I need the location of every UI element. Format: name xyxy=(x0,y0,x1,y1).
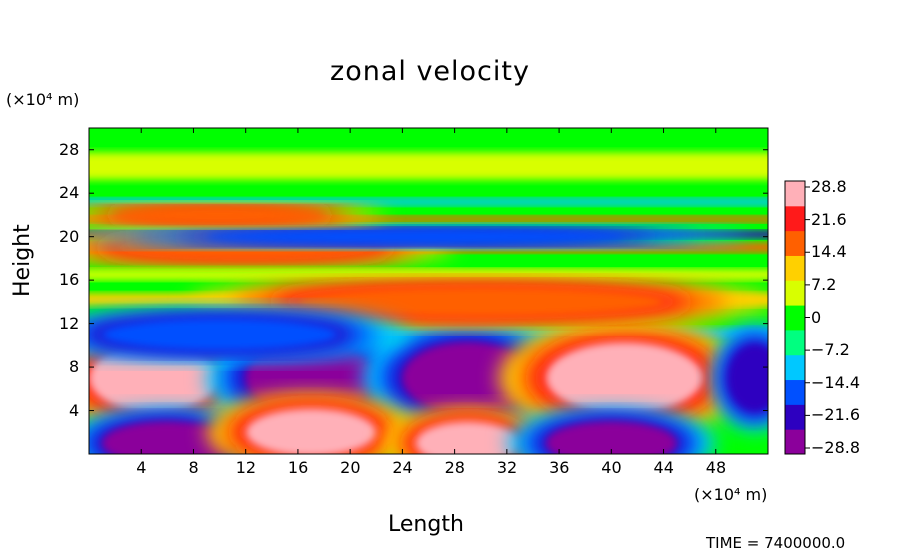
x-tick-label: 28 xyxy=(444,458,465,477)
x-tick-label: 36 xyxy=(549,458,570,477)
x-tick-label: 12 xyxy=(235,458,257,477)
y-tick-label: 28 xyxy=(59,139,80,159)
field-core xyxy=(546,421,677,454)
colorbar-swatch xyxy=(785,354,805,381)
axis-ticks xyxy=(89,128,768,454)
x-tick-label: 16 xyxy=(287,458,309,477)
colorbar-tick-label: 14.4 xyxy=(811,242,847,262)
x-tick-label: 44 xyxy=(653,458,674,477)
colorbar-swatch xyxy=(785,230,805,256)
field-core xyxy=(297,286,664,318)
field-band xyxy=(89,269,768,281)
x-tick-label: 48 xyxy=(705,458,727,477)
colorbar-tick-label: 21.6 xyxy=(811,209,847,229)
x-axis-label: Length xyxy=(388,512,464,537)
field-core xyxy=(245,408,377,454)
x-tick-label: 40 xyxy=(601,458,622,477)
field-core xyxy=(546,342,703,414)
field-core xyxy=(102,318,338,351)
x-axis-unit: (×10⁴ m) xyxy=(694,485,768,504)
colorbar-swatch xyxy=(785,255,805,281)
y-tick-label: 4 xyxy=(69,400,80,420)
colorbar-swatch xyxy=(785,429,805,455)
field-core xyxy=(89,343,220,413)
y-tick-label: 20 xyxy=(59,226,80,246)
velocity-field xyxy=(89,152,768,454)
field-core xyxy=(102,421,233,454)
colorbar-tick-label: −28.8 xyxy=(811,438,861,457)
field-band xyxy=(89,152,768,180)
chart-title: zonal velocity xyxy=(330,56,530,87)
x-tick-label: 32 xyxy=(496,458,518,477)
colorbar-tick-label: 7.2 xyxy=(811,274,837,294)
field-band xyxy=(89,216,768,223)
field-core xyxy=(415,421,520,454)
x-tick-label: 20 xyxy=(340,458,361,477)
colorbar-tick-label: −7.2 xyxy=(811,340,850,360)
colorbar-swatch xyxy=(785,379,805,405)
colorbar-swatch xyxy=(785,305,805,331)
x-tick-label: 8 xyxy=(188,458,199,477)
field-band xyxy=(89,198,768,206)
field-core xyxy=(206,230,625,244)
x-tick-label: 4 xyxy=(136,458,147,477)
colorbar-swatch xyxy=(785,205,805,232)
field-core xyxy=(402,342,533,414)
colorbar-tick-label: 28.8 xyxy=(811,177,847,196)
colorbar-tick-label: −21.6 xyxy=(811,405,861,425)
colorbar-tick-label: 0 xyxy=(811,307,822,327)
y-tick-label: 24 xyxy=(59,183,80,203)
y-tick-label: 16 xyxy=(59,270,80,290)
y-tick-label: 8 xyxy=(69,357,80,377)
colorbar-swatch xyxy=(785,280,805,306)
time-stamp: TIME = 7400000.0 xyxy=(706,534,846,552)
y-axis-unit: (×10⁴ m) xyxy=(6,90,80,109)
x-tick-label: 24 xyxy=(392,458,413,477)
field-core xyxy=(115,208,325,222)
colorbar-swatch xyxy=(785,181,805,207)
plot-frame xyxy=(88,127,769,455)
field-core xyxy=(728,345,768,411)
field-core xyxy=(245,342,377,414)
colorbar-swatch xyxy=(785,404,805,430)
y-tick-label: 12 xyxy=(59,313,80,333)
colorbar-tick-label: −14.4 xyxy=(811,372,861,392)
colorbar-swatch xyxy=(785,329,805,356)
